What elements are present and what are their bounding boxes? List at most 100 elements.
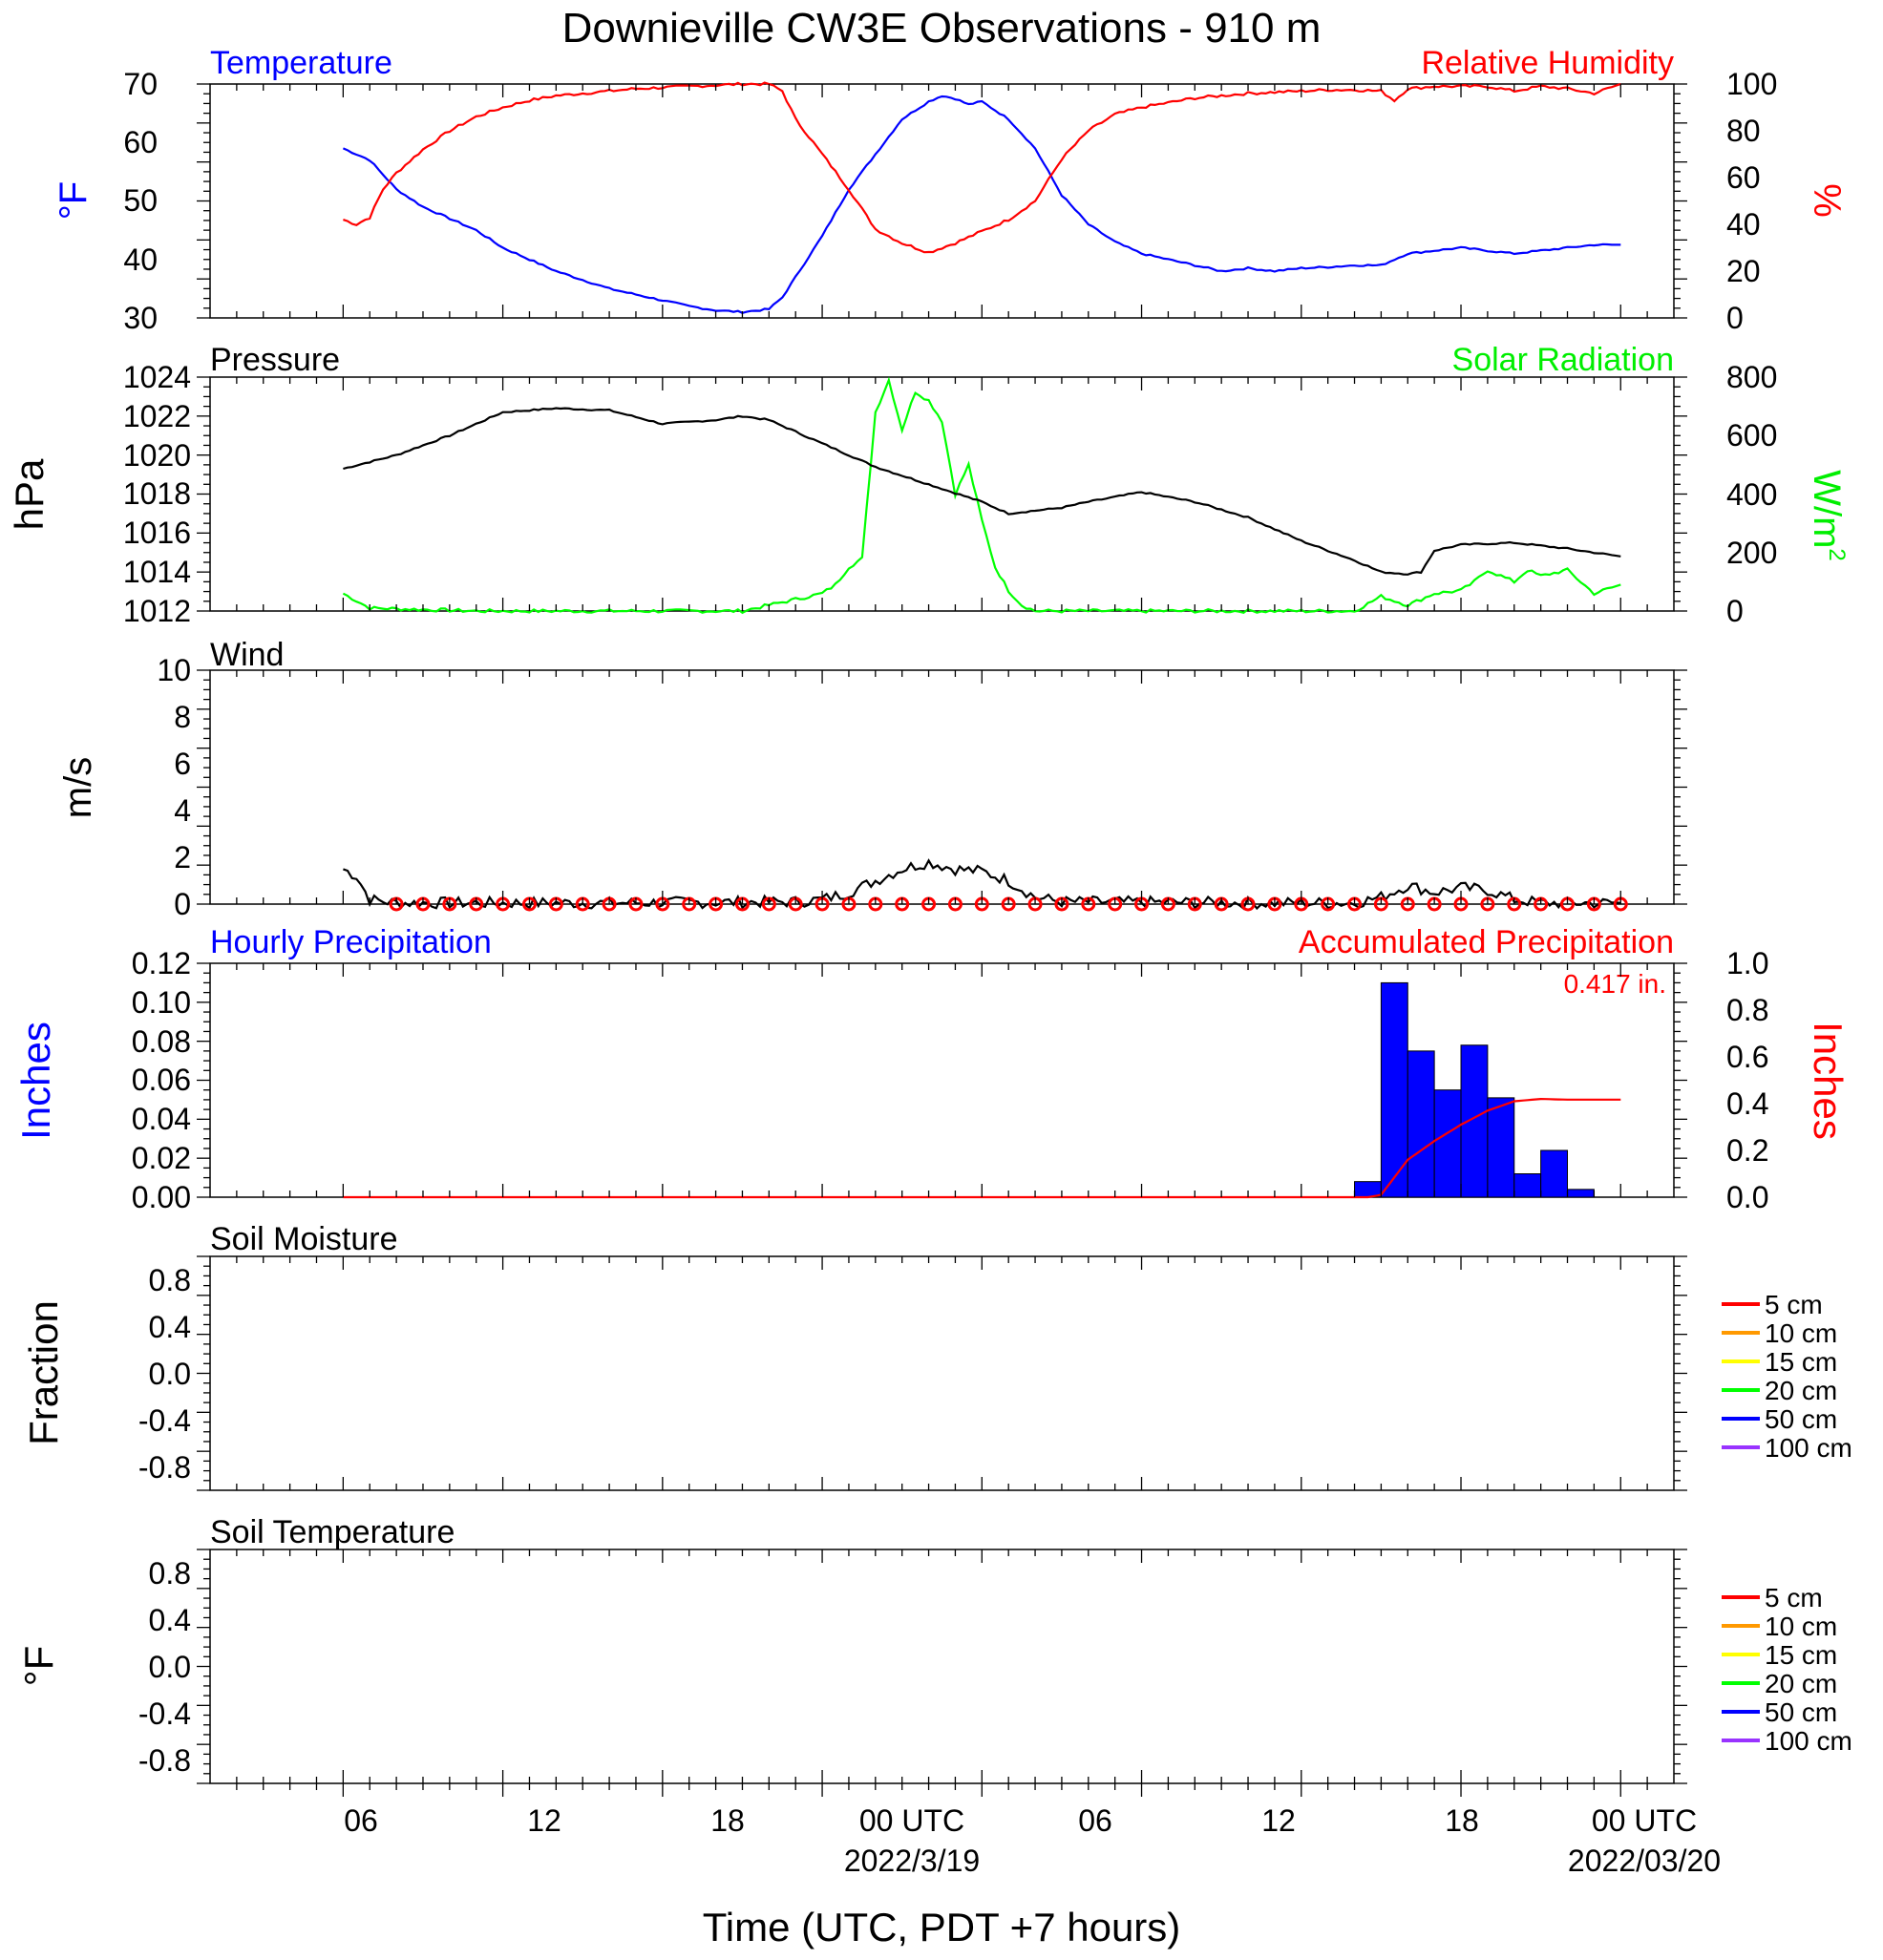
solar-unit-text: W/m2: [1806, 470, 1850, 561]
tick-label: 1020: [123, 438, 191, 473]
accum-precip-ticks: 1.0 0.8 0.6 0.4 0.2 0.0: [1726, 946, 1768, 1214]
tick-label: 600: [1726, 418, 1777, 453]
precip-bar: [1487, 1097, 1515, 1198]
panel-frame: [209, 1549, 1675, 1784]
tick-label: 0: [174, 887, 191, 921]
precip-bar: [1433, 1089, 1462, 1198]
tick-label: 0.8: [149, 1556, 191, 1591]
pressure-ticks: 1024 1022 1020 1018 1016 1014 1012: [123, 360, 191, 628]
panel-pressure-solar: Pressure Solar Radiation hPa W/m2 1024 1…: [7, 342, 1850, 628]
tick-label: 60: [1726, 160, 1761, 195]
tick-label: 0.0: [1726, 1180, 1768, 1214]
x-tick-label: 00 UTC: [859, 1803, 964, 1838]
tick-label: 6: [174, 747, 191, 781]
tick-label: -0.4: [138, 1403, 191, 1438]
legend-entry: 15 cm: [1765, 1640, 1837, 1670]
accum-precip-unit: Inches: [1806, 1022, 1851, 1140]
soil-moisture-unit: Fraction: [21, 1300, 66, 1445]
x-date-label: 2022/03/20: [1568, 1844, 1721, 1878]
chart-title: Downieville CW3E Observations - 910 m: [562, 5, 1322, 52]
humidity-label: Relative Humidity: [1421, 45, 1674, 81]
tick-label: 0.00: [132, 1180, 191, 1214]
solar-radiation-line: [342, 376, 1621, 615]
tick-label: 0.02: [132, 1141, 191, 1175]
panel-frame: [209, 83, 1675, 319]
tick-label: 1.0: [1726, 946, 1768, 980]
legend-entry: 50 cm: [1765, 1697, 1837, 1727]
legend-entry: 100 cm: [1765, 1726, 1852, 1756]
tick-label: 1012: [123, 594, 191, 628]
pressure-line: [343, 407, 1621, 576]
solar-ticks: 800 600 400 200 0: [1726, 360, 1777, 628]
x-tick-label: 12: [527, 1803, 561, 1838]
wind-label: Wind: [210, 637, 284, 673]
tick-label: 8: [174, 700, 191, 734]
soil-temperature-label: Soil Temperature: [210, 1514, 455, 1550]
x-axis: 06 12 18 00 UTC 2022/3/19 06 12 18 00 UT…: [344, 1803, 1721, 1949]
temperature-label: Temperature: [210, 45, 392, 81]
x-tick-label: 06: [1078, 1803, 1112, 1838]
wind-ticks: 10 8 6 4 2 0: [157, 653, 191, 921]
legend-entry: 15 cm: [1765, 1347, 1837, 1377]
solar-unit-sup: 2: [1824, 548, 1850, 560]
temperature-line: [342, 95, 1621, 314]
soil-temperature-legend: 5 cm 10 cm 15 cm 20 cm 50 cm 100 cm: [1722, 1583, 1852, 1756]
pressure-unit: hPa: [7, 458, 52, 530]
humidity-line: [343, 81, 1621, 254]
tick-label: 20: [1726, 254, 1761, 288]
legend-entry: 5 cm: [1765, 1583, 1823, 1612]
tick-label: 100: [1726, 67, 1777, 101]
tick-label: 0.4: [149, 1310, 191, 1344]
tick-label: 0.12: [132, 946, 191, 980]
axis-ticks: [197, 83, 1687, 1797]
x-date-label: 2022/3/19: [844, 1844, 980, 1878]
tick-label: 0: [1726, 301, 1744, 335]
x-tick-label: 18: [710, 1803, 745, 1838]
tick-label: 0.8: [1726, 993, 1768, 1027]
temperature-ticks: 70 60 50 40 30: [123, 67, 158, 335]
legend-entry: 10 cm: [1765, 1318, 1837, 1348]
pressure-series: [342, 376, 1621, 615]
tick-label: 60: [123, 125, 158, 159]
legend-entry: 100 cm: [1765, 1433, 1852, 1463]
legend-entry: 20 cm: [1765, 1669, 1837, 1698]
x-tick-label: 12: [1261, 1803, 1296, 1838]
x-axis-title: Time (UTC, PDT +7 hours): [703, 1905, 1181, 1949]
tick-label: 0.0: [149, 1357, 191, 1391]
temperature-series: [342, 81, 1621, 314]
precip-total: 0.417 in.: [1564, 969, 1666, 999]
tick-label: 1024: [123, 360, 191, 394]
tick-label: 0.4: [149, 1603, 191, 1637]
x-tick-label: 06: [344, 1803, 378, 1838]
tick-label: 0.6: [1726, 1040, 1768, 1074]
tick-label: 40: [123, 242, 158, 277]
precip-bar: [1460, 1044, 1489, 1198]
tick-label: 1022: [123, 399, 191, 433]
precip-bar: [1567, 1189, 1595, 1198]
tick-label: 2: [174, 840, 191, 875]
panel-frame: [209, 376, 1675, 612]
tick-label: 0.0: [149, 1650, 191, 1684]
precip-bar: [1407, 1050, 1435, 1198]
precip-bar: [1513, 1173, 1542, 1198]
tick-label: 10: [157, 653, 191, 687]
legend-entry: 50 cm: [1765, 1404, 1837, 1434]
tick-label: 0.08: [132, 1024, 191, 1059]
solar-label: Solar Radiation: [1452, 342, 1674, 378]
tick-label: 4: [174, 793, 191, 828]
x-tick-label: 00 UTC: [1592, 1803, 1697, 1838]
tick-label: 1018: [123, 476, 191, 511]
tick-label: 0.04: [132, 1102, 191, 1136]
precip-bar: [1380, 981, 1408, 1198]
soil-moisture-legend: 5 cm 10 cm 15 cm 20 cm 50 cm 100 cm: [1722, 1290, 1852, 1463]
wind-unit: m/s: [57, 757, 99, 818]
soil-temperature-unit: °F: [16, 1646, 61, 1686]
pressure-label: Pressure: [210, 342, 340, 378]
precip-bar: [1540, 1149, 1569, 1198]
hourly-precip-ticks: 0.12 0.10 0.08 0.06 0.04 0.02 0.00: [132, 946, 191, 1214]
accum-precip-label: Accumulated Precipitation: [1299, 924, 1674, 960]
tick-label: 200: [1726, 536, 1777, 570]
tick-label: 70: [123, 67, 158, 101]
panel-frame: [209, 1255, 1675, 1491]
